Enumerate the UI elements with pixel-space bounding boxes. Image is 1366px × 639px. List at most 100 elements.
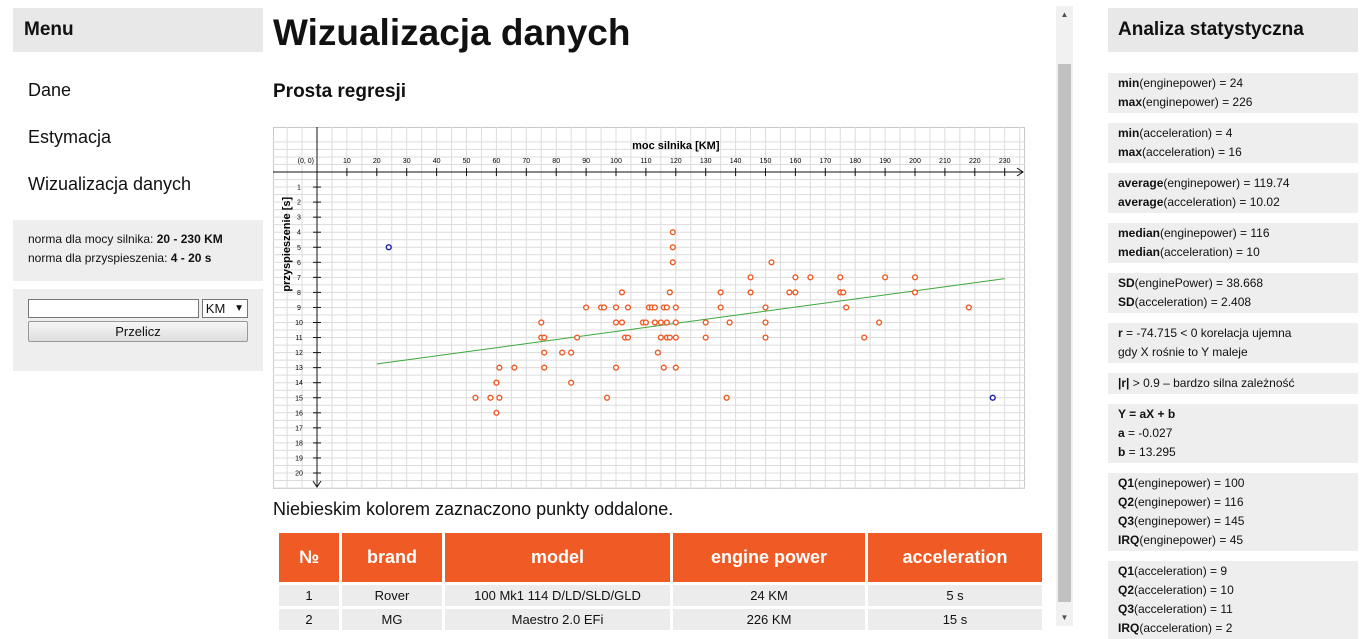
y-tick-label: 16 <box>295 410 303 417</box>
x-tick-label: 100 <box>610 158 622 165</box>
scroll-thumb[interactable] <box>1058 64 1071 602</box>
menu-item-estymacja[interactable]: Estymacja <box>28 127 112 147</box>
stat-block: min(enginepower) = 24 max(enginepower) = … <box>1108 73 1358 113</box>
stat-block: r = -74.715 < 0 korelacja ujemna gdy X ro… <box>1108 323 1358 363</box>
stat-line: max(acceleration) = 16 <box>1118 143 1348 162</box>
data-point <box>672 319 679 326</box>
stat-key: median <box>1118 245 1161 259</box>
col-header-engine-power[interactable]: engine power <box>673 533 865 582</box>
converter-form: KM ▼ Przelicz <box>13 289 263 371</box>
stat-key: Q2 <box>1118 495 1135 509</box>
stat-line: average(enginepower) = 119.74 <box>1118 174 1348 193</box>
stat-key: r <box>1118 326 1123 340</box>
data-point <box>487 394 494 401</box>
stat-key: Q1 <box>1118 476 1135 490</box>
cell-acceleration: 15 s <box>868 609 1042 630</box>
convert-button[interactable]: Przelicz <box>28 321 248 342</box>
x-tick-label: 180 <box>849 158 861 165</box>
stats-blocks: min(enginepower) = 24 max(enginepower) = … <box>1108 73 1358 639</box>
stat-block: average(enginepower) = 119.74 average(acc… <box>1108 173 1358 213</box>
data-point <box>876 319 883 326</box>
x-tick-label: 10 <box>343 158 351 165</box>
unit-select-value: KM <box>205 301 226 316</box>
x-axis-arrow <box>1016 167 1024 177</box>
cell-no: 2 <box>279 609 339 630</box>
stat-value: (acceleration) = 10 <box>1134 583 1234 597</box>
stat-value: (enginepower) = 24 <box>1139 76 1244 90</box>
stat-line: IRQ(acceleration) = 2 <box>1118 619 1348 638</box>
y-axis-label: przyspieszenie [s] <box>281 197 293 292</box>
data-point <box>559 349 566 356</box>
menu-item-dane[interactable]: Dane <box>28 80 72 100</box>
data-point <box>541 349 548 356</box>
data-point <box>911 289 919 296</box>
data-point <box>717 289 724 296</box>
x-tick-label: 220 <box>969 158 981 165</box>
table-row: 2 MG Maestro 2.0 EFi 226 KM 15 s <box>279 609 1042 630</box>
stats-panel: Analiza statystyczna min(enginepower) = … <box>1108 8 1358 639</box>
data-point <box>666 289 673 296</box>
data-point <box>840 289 847 296</box>
cell-brand: Rover <box>342 585 442 606</box>
menu-item-wizualizacja[interactable]: Wizualizacja danych <box>28 174 192 194</box>
scroll-down-icon[interactable]: ▼ <box>1060 613 1069 622</box>
stat-line: Q1(enginepower) = 100 <box>1118 474 1348 493</box>
data-point <box>807 274 814 281</box>
data-point <box>657 334 664 341</box>
y-tick-label: 15 <box>295 395 303 402</box>
data-point <box>792 289 799 296</box>
data-point <box>618 289 626 296</box>
norm-acceleration: norma dla przyspieszenia: 4 - 20 s <box>28 249 248 268</box>
table-row: 1 Rover 100 Mk1 114 D/LD/SLD/GLD 24 KM 5… <box>279 585 1042 606</box>
data-point <box>702 319 709 326</box>
col-header-no[interactable]: № <box>279 533 339 582</box>
vertical-scrollbar[interactable]: ▲ ▼ <box>1056 6 1073 626</box>
stat-block: Q1(acceleration) = 9 Q2(acceleration) = 1… <box>1108 561 1358 639</box>
col-header-acceleration[interactable]: acceleration <box>868 533 1042 582</box>
data-point <box>747 289 754 296</box>
sidebar-menu: Menu Dane Estymacja Wizualizacja danych … <box>13 8 263 371</box>
data-point <box>762 334 769 341</box>
norm-power-label: norma dla mocy silnika: <box>28 232 154 246</box>
data-point <box>612 364 620 371</box>
stat-key: Y = aX + b <box>1118 407 1176 421</box>
stat-value: (enginepower) = 100 <box>1134 476 1245 490</box>
x-tick-label: 170 <box>819 158 831 165</box>
stat-value: (enginePower) = 38.668 <box>1134 276 1264 290</box>
data-point <box>493 379 500 386</box>
stat-key: average <box>1118 176 1164 190</box>
stat-value: (acceleration) = 2.408 <box>1134 295 1252 309</box>
x-tick-label: 30 <box>403 158 411 165</box>
stat-value: (enginepower) = 45 <box>1139 533 1244 547</box>
data-point <box>786 289 793 296</box>
data-point <box>651 319 658 326</box>
stat-block: Q1(enginepower) = 100 Q2 (enginepower) = 1… <box>1108 473 1358 551</box>
y-tick-label: 10 <box>295 320 303 327</box>
data-point <box>624 304 632 311</box>
stat-line: min(enginepower) = 24 <box>1118 74 1348 93</box>
outlier-point <box>385 244 392 251</box>
stats-title: Analiza statystyczna <box>1108 8 1358 52</box>
x-tick-label: 90 <box>582 158 590 165</box>
data-point <box>568 349 575 356</box>
stat-key: min <box>1118 126 1140 140</box>
stat-key: IRQ <box>1118 533 1140 547</box>
data-point <box>663 304 670 311</box>
data-point <box>612 319 620 326</box>
cell-acceleration: 5 s <box>868 585 1042 606</box>
stat-block: SD(enginePower) = 38.668 SD(acceleration)… <box>1108 273 1358 313</box>
unit-select[interactable]: KM ▼ <box>201 299 248 318</box>
stat-value: (acceleration) = 10 <box>1160 245 1260 259</box>
y-tick-label: 1 <box>297 185 301 192</box>
data-point <box>881 274 889 281</box>
regression-line <box>376 278 1005 365</box>
scroll-up-icon[interactable]: ▲ <box>1060 10 1069 19</box>
data-point <box>843 304 850 311</box>
col-header-brand[interactable]: brand <box>342 533 442 582</box>
power-input[interactable] <box>28 299 199 318</box>
stat-line: Q2(acceleration) = 10 <box>1118 581 1348 600</box>
stat-line: median(enginepower) = 116 <box>1118 224 1348 243</box>
col-header-model[interactable]: model <box>445 533 670 582</box>
stat-line: |r| > 0.9 – bardzo silna zależność <box>1118 374 1348 393</box>
